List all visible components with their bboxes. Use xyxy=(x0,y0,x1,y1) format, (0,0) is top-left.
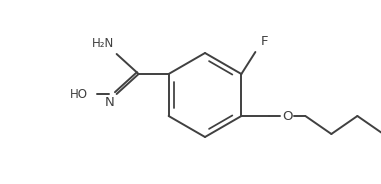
Text: HO: HO xyxy=(70,88,88,100)
Text: N: N xyxy=(105,96,115,109)
Text: O: O xyxy=(282,109,293,123)
Text: F: F xyxy=(260,35,268,48)
Text: H₂N: H₂N xyxy=(91,37,114,50)
